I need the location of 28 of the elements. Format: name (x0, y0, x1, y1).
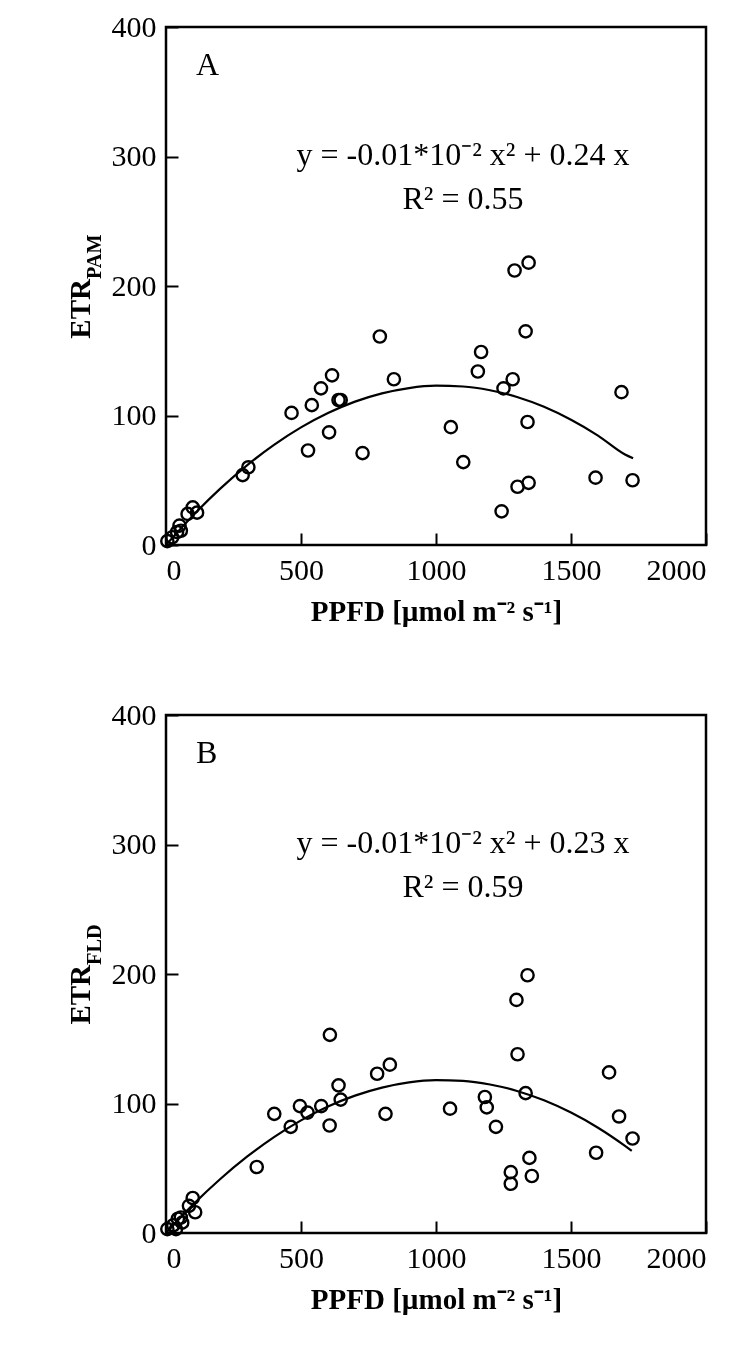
x-tick-label: 1500 (541, 552, 602, 586)
x-tick-label: 2000 (646, 552, 707, 586)
annotation: B (196, 734, 218, 770)
x-tick-label: 1000 (406, 552, 467, 586)
x-axis-title: PPFD [µmol m⁻² s⁻¹] (310, 594, 563, 627)
x-tick-label: 500 (279, 1240, 324, 1274)
y-tick-label: 300 (111, 827, 157, 860)
y-tick-label: 300 (111, 139, 157, 172)
y-tick-label: 100 (111, 1086, 157, 1119)
x-axis-title: PPFD [µmol m⁻² s⁻¹] (310, 1282, 563, 1315)
y-tick-label: 0 (141, 1215, 157, 1249)
y-tick-label: 400 (111, 697, 157, 731)
y-tick-label: 100 (111, 398, 157, 431)
x-tick-label: 1500 (541, 1240, 602, 1274)
annotation: y = -0.01*10⁻² x² + 0.23 x (296, 824, 630, 860)
annotation: R² = 0.55 (402, 180, 524, 216)
x-tick-label: 500 (279, 552, 324, 586)
annotation: R² = 0.59 (402, 868, 524, 904)
annotation: y = -0.01*10⁻² x² + 0.24 x (296, 136, 630, 172)
x-tick-label: 1000 (406, 1240, 467, 1274)
annotation: A (196, 46, 220, 82)
y-tick-label: 200 (111, 956, 157, 990)
x-tick-label: 2000 (646, 1240, 707, 1274)
y-tick-label: 400 (111, 9, 157, 43)
y-tick-label: 200 (111, 268, 157, 302)
y-tick-label: 0 (141, 527, 157, 561)
x-tick-label: 0 (166, 1240, 182, 1274)
x-tick-label: 0 (166, 552, 182, 586)
